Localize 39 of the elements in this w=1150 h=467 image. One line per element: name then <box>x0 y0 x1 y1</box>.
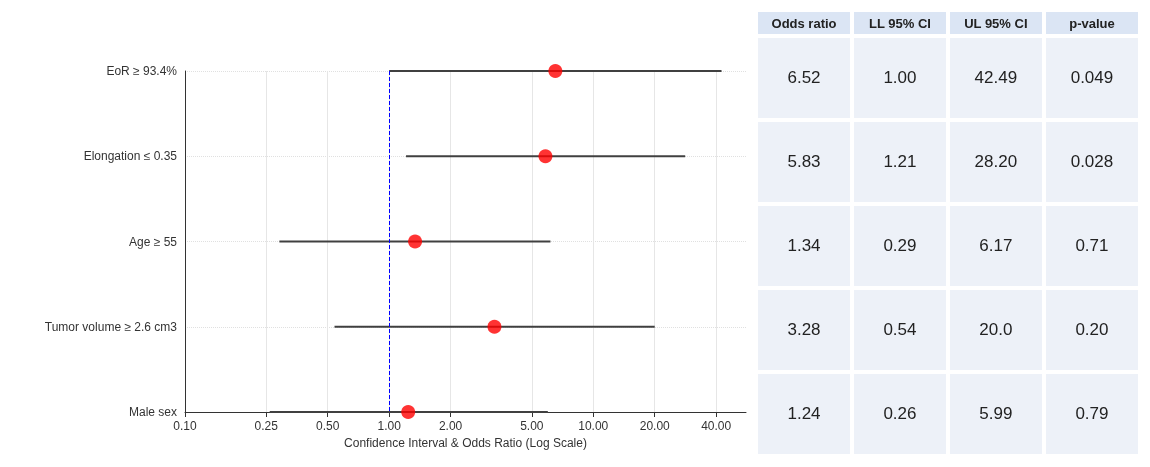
category-label: Odds ratio <box>758 12 851 34</box>
text: 0.71 <box>1075 236 1109 255</box>
x-tick-label: 0.25 <box>254 419 279 433</box>
text: 0.26 <box>883 404 917 423</box>
category-label: p-value <box>1045 12 1138 34</box>
text: 6.52 <box>787 68 821 87</box>
text: 3.28 <box>787 320 821 339</box>
text: 0.20 <box>1075 320 1109 339</box>
x-tick-label: 20.00 <box>639 419 671 433</box>
category-label: UL 95% CI <box>949 12 1042 34</box>
x-tick-label: 0.10 <box>173 419 197 433</box>
text: 20.0 <box>979 320 1013 339</box>
y-tick-label: Age ≥ 55 <box>129 234 178 249</box>
x-tick-label: 40.00 <box>701 419 732 433</box>
text: 0.049 <box>1070 68 1114 87</box>
y-tick-label: EoR ≥ 93.4% <box>106 64 178 78</box>
text: 1.24 <box>787 404 821 423</box>
text: 0.29 <box>883 236 917 255</box>
x-axis-title: Confidence Interval & Odds Ratio (Log Scale) <box>344 435 587 450</box>
text: 28.20 <box>974 152 1018 171</box>
text: 1.21 <box>883 152 917 171</box>
text: 6.17 <box>979 236 1013 255</box>
category-label: LL 95% CI <box>854 12 946 34</box>
y-tick-label: Elongation ≤ 0.35 <box>83 149 178 164</box>
text: 5.99 <box>979 404 1013 423</box>
x-tick-label: 2.00 <box>438 419 463 433</box>
x-tick-label: 10.00 <box>578 419 609 433</box>
text: 0.79 <box>1075 404 1109 423</box>
text: 1.34 <box>787 236 821 255</box>
text: 42.49 <box>974 68 1018 87</box>
x-tick-label: 5.00 <box>520 419 544 433</box>
y-tick-label: Tumor volume ≥ 2.6 cm3 <box>44 319 178 334</box>
text: 0.54 <box>883 320 917 339</box>
y-tick-label: Male sex <box>128 405 177 419</box>
x-tick-label: 0.50 <box>316 419 340 433</box>
text: 5.83 <box>787 152 821 171</box>
text: 0.028 <box>1070 152 1114 171</box>
text: 1.00 <box>883 68 917 87</box>
x-tick-label: 1.00 <box>377 419 402 433</box>
